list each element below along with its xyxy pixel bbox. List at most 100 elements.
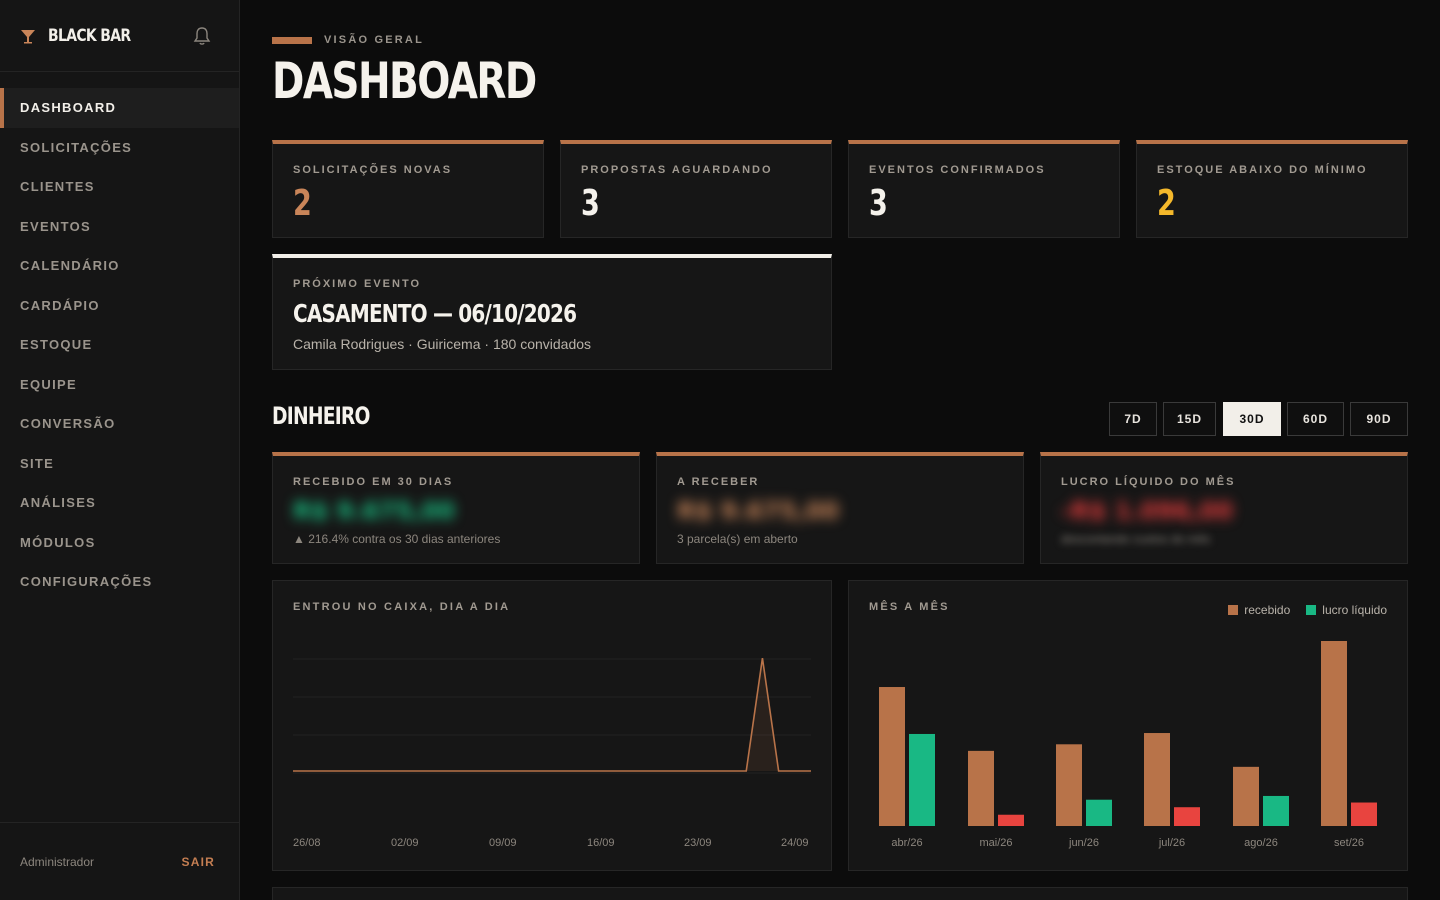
range-button-30d[interactable]: 30D bbox=[1223, 402, 1281, 436]
kpi-card-eventos[interactable]: EVENTOS CONFIRMADOS 3 bbox=[848, 140, 1120, 238]
x-tick-label: jun/26 bbox=[1068, 837, 1099, 849]
x-tick-label: 23/09 bbox=[684, 837, 712, 849]
money-sub: descontando custos do mês bbox=[1061, 532, 1211, 547]
sidebar-item-equipe[interactable]: EQUIPE bbox=[20, 376, 77, 392]
legend-swatch bbox=[1228, 605, 1239, 615]
sidebar-item-dashboard[interactable]: DASHBOARD bbox=[0, 88, 239, 128]
next-section-panel bbox=[272, 887, 1408, 900]
monthly-chart-panel: MÊS A MÊS recebido lucro líquido abr/26 m… bbox=[848, 580, 1408, 871]
kpi-label: EVENTOS CONFIRMADOS bbox=[869, 164, 1046, 176]
x-tick-label: jul/26 bbox=[1158, 837, 1185, 849]
chart-title: MÊS A MÊS bbox=[869, 601, 950, 613]
legend-item-recebido: recebido bbox=[1228, 603, 1290, 617]
daily-cash-line-chart: 26/08 02/09 09/09 16/09 23/09 24/09 bbox=[293, 658, 811, 849]
money-value: R$ 9.675,00 bbox=[677, 497, 839, 525]
eyebrow-text: VISÃO GERAL bbox=[324, 34, 424, 46]
sidebar-item-site[interactable]: SITE bbox=[20, 455, 55, 471]
kpi-label: SOLICITAÇÕES NOVAS bbox=[293, 164, 453, 176]
bar-lucro-abr-26[interactable] bbox=[909, 733, 935, 826]
sidebar-item-eventos[interactable]: EVENTOS bbox=[20, 218, 91, 234]
bar-recebido-mai-26[interactable] bbox=[968, 750, 994, 826]
bar-recebido-jul-26[interactable] bbox=[1144, 733, 1170, 826]
money-value: -R$ 1.096,00 bbox=[1061, 497, 1233, 525]
daily-cash-chart-panel: ENTROU NO CAIXA, DIA A DIA 26/08 02/09 09/… bbox=[272, 580, 832, 871]
eyebrow: VISÃO GERAL bbox=[272, 34, 424, 46]
kpi-value: 2 bbox=[293, 183, 312, 224]
logout-button[interactable]: SAIR bbox=[181, 854, 215, 869]
bell-icon[interactable] bbox=[193, 26, 211, 46]
chart-legend: recebido lucro líquido bbox=[1228, 603, 1387, 617]
sidebar: BLACK BAR DASHBOARD SOLICITAÇÕES CLIENTE… bbox=[0, 0, 240, 900]
x-tick-label: ago/26 bbox=[1244, 837, 1278, 849]
x-tick-label: 24/09 bbox=[781, 837, 809, 849]
sidebar-footer: Administrador SAIR bbox=[0, 822, 239, 900]
legend-item-lucro: lucro líquido bbox=[1306, 603, 1387, 617]
series-area bbox=[293, 658, 811, 771]
legend-label: lucro líquido bbox=[1322, 603, 1387, 617]
range-button-90d[interactable]: 90D bbox=[1350, 402, 1408, 436]
main-content: VISÃO GERAL DASHBOARD SOLICITAÇÕES NOVAS… bbox=[240, 0, 1440, 900]
sidebar-item-calendario[interactable]: CALENDÁRIO bbox=[20, 258, 120, 274]
sidebar-item-clientes[interactable]: CLIENTES bbox=[20, 179, 95, 195]
chart-title: ENTROU NO CAIXA, DIA A DIA bbox=[293, 601, 511, 613]
sidebar-item-configuracoes[interactable]: CONFIGURAÇÕES bbox=[20, 574, 153, 590]
kpi-card-propostas[interactable]: PROPOSTAS AGUARDANDO 3 bbox=[560, 140, 832, 238]
section-title-dinheiro: DINHEIRO bbox=[272, 402, 370, 430]
bar-lucro-jul-26[interactable] bbox=[1174, 807, 1200, 826]
kpi-card-estoque[interactable]: ESTOQUE ABAIXO DO MÍNIMO 2 bbox=[1136, 140, 1408, 238]
eyebrow-accent-bar bbox=[272, 36, 312, 44]
money-sub: 3 parcela(s) em aberto bbox=[677, 532, 798, 547]
bar-recebido-set-26[interactable] bbox=[1321, 641, 1347, 826]
brand-name: BLACK BAR bbox=[48, 25, 131, 46]
money-card-lucro[interactable]: LUCRO LÍQUIDO DO MÊS -R$ 1.096,00 descon… bbox=[1040, 452, 1408, 564]
cocktail-glass-icon bbox=[21, 29, 35, 43]
money-card-recebido[interactable]: RECEBIDO EM 30 DIAS R$ 9.675,00 ▲ 216.4%… bbox=[272, 452, 640, 564]
sidebar-item-analises[interactable]: ANÁLISES bbox=[20, 495, 97, 511]
kpi-card-solicitacoes[interactable]: SOLICITAÇÕES NOVAS 2 bbox=[272, 140, 544, 238]
page-title: DASHBOARD bbox=[272, 52, 537, 110]
money-label: A RECEBER bbox=[677, 476, 760, 488]
kpi-value: 3 bbox=[581, 183, 600, 224]
monthly-bar-chart: abr/26 mai/26 jun/26 jul/26 ago/26 set/26 bbox=[879, 641, 1377, 849]
x-tick-label: 26/08 bbox=[293, 837, 321, 849]
next-event-title: CASAMENTO — 06/10/2026 bbox=[293, 299, 577, 328]
user-role: Administrador bbox=[20, 854, 95, 869]
next-event-label: PRÓXIMO EVENTO bbox=[293, 278, 422, 290]
sidebar-nav: DASHBOARD SOLICITAÇÕES CLIENTES EVENTOS … bbox=[0, 88, 239, 602]
next-event-subtitle: Camila Rodrigues · Guiricema · 180 convi… bbox=[293, 335, 592, 352]
x-tick-label: 02/09 bbox=[391, 837, 419, 849]
bar-lucro-ago-26[interactable] bbox=[1263, 795, 1289, 826]
money-sub: ▲ 216.4% contra os 30 dias anteriores bbox=[293, 532, 501, 547]
bar-recebido-abr-26[interactable] bbox=[879, 687, 905, 826]
range-button-60d[interactable]: 60D bbox=[1287, 402, 1344, 436]
x-tick-label: 09/09 bbox=[489, 837, 517, 849]
series-line bbox=[293, 658, 811, 772]
x-tick-label: 16/09 bbox=[587, 837, 615, 849]
money-card-a-receber[interactable]: A RECEBER R$ 9.675,00 3 parcela(s) em ab… bbox=[656, 452, 1024, 564]
bar-lucro-mai-26[interactable] bbox=[998, 814, 1024, 826]
sidebar-item-estoque[interactable]: ESTOQUE bbox=[20, 337, 93, 353]
sidebar-item-solicitacoes[interactable]: SOLICITAÇÕES bbox=[20, 139, 133, 155]
sidebar-item-modulos[interactable]: MÓDULOS bbox=[20, 534, 96, 550]
bar-lucro-jun-26[interactable] bbox=[1086, 799, 1112, 826]
x-tick-label: mai/26 bbox=[979, 837, 1012, 849]
legend-label: recebido bbox=[1244, 603, 1291, 617]
next-event-card[interactable]: PRÓXIMO EVENTO CASAMENTO — 06/10/2026 Ca… bbox=[272, 254, 832, 370]
kpi-value: 2 bbox=[1157, 183, 1176, 224]
brand[interactable]: BLACK BAR bbox=[0, 0, 239, 72]
range-button-15d[interactable]: 15D bbox=[1163, 402, 1216, 436]
money-value: R$ 9.675,00 bbox=[293, 497, 455, 525]
x-tick-label: abr/26 bbox=[891, 837, 922, 849]
bar-recebido-jun-26[interactable] bbox=[1056, 744, 1082, 826]
bar-recebido-ago-26[interactable] bbox=[1233, 766, 1259, 826]
money-label: LUCRO LÍQUIDO DO MÊS bbox=[1061, 476, 1236, 488]
range-button-7d[interactable]: 7D bbox=[1109, 402, 1157, 436]
x-tick-label: set/26 bbox=[1334, 837, 1364, 849]
kpi-label: ESTOQUE ABAIXO DO MÍNIMO bbox=[1157, 164, 1368, 176]
bar-lucro-set-26[interactable] bbox=[1351, 802, 1377, 826]
sidebar-item-conversao[interactable]: CONVERSÃO bbox=[20, 416, 116, 432]
sidebar-item-cardapio[interactable]: CARDÁPIO bbox=[20, 297, 100, 313]
legend-swatch bbox=[1306, 605, 1317, 615]
kpi-label: PROPOSTAS AGUARDANDO bbox=[581, 164, 773, 176]
kpi-value: 3 bbox=[869, 183, 888, 224]
